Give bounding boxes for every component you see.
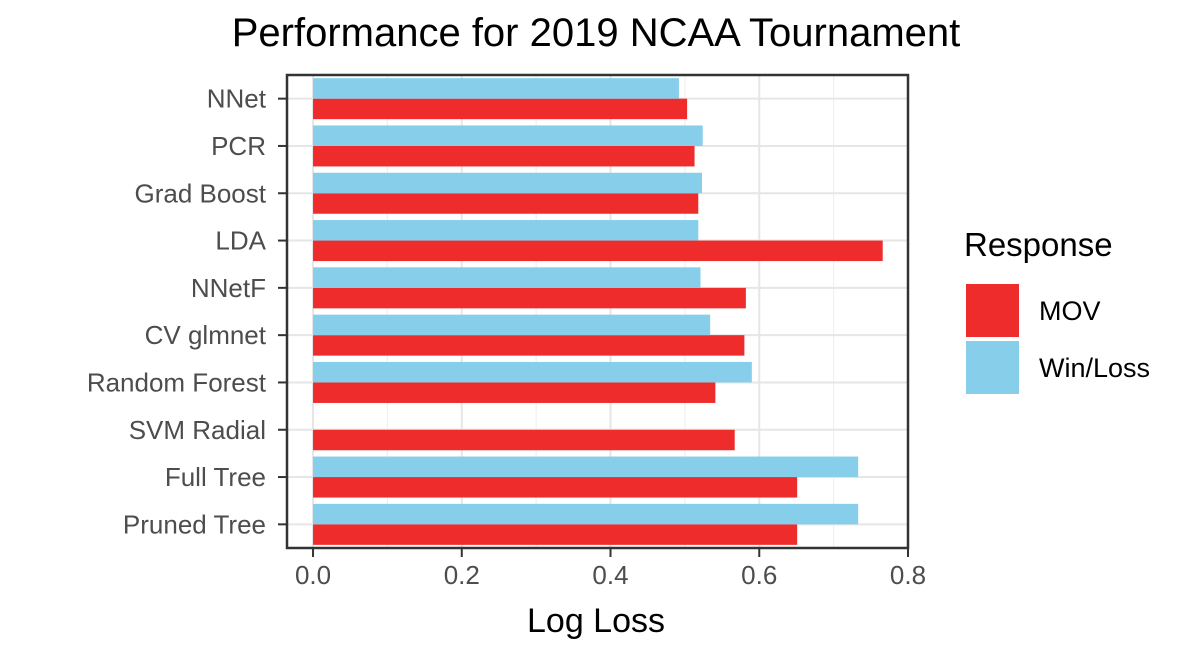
bar-mov — [313, 240, 883, 262]
bar-win-loss — [313, 172, 702, 194]
bars — [313, 78, 883, 545]
y-tick-label: CV glmnet — [145, 320, 267, 350]
x-tick-label: 0.4 — [592, 560, 628, 590]
x-tick-label: 0.2 — [444, 560, 480, 590]
legend-key-win-loss — [966, 341, 1019, 394]
legend-label: MOV — [1039, 296, 1101, 326]
legend-label: Win/Loss — [1039, 353, 1150, 383]
y-tick-label: SVM Radial — [129, 415, 266, 445]
x-tick-label: 0.0 — [295, 560, 331, 590]
chart-title: Performance for 2019 NCAA Tournament — [232, 11, 961, 55]
bar-mov — [313, 524, 798, 545]
bar-mov — [313, 287, 746, 309]
bar-win-loss — [313, 125, 703, 146]
y-tick-label: Pruned Tree — [123, 509, 266, 539]
bar-win-loss — [313, 456, 859, 478]
y-tick-label: PCR — [211, 131, 266, 161]
legend: Response MOV Win/Loss — [964, 226, 1150, 394]
bar-mov — [313, 477, 798, 498]
x-tick-label: 0.6 — [741, 560, 777, 590]
bar-win-loss — [313, 220, 699, 241]
bar-mov — [313, 382, 716, 403]
bar-mov — [313, 98, 688, 120]
bar-mov — [313, 429, 735, 451]
y-tick-label: Grad Boost — [134, 178, 266, 208]
legend-title: Response — [964, 226, 1113, 263]
bar-win-loss — [313, 314, 711, 336]
x-tick-label: 0.8 — [890, 560, 926, 590]
y-tick-label: NNetF — [191, 273, 266, 303]
bar-mov — [313, 335, 745, 356]
x-axis: 0.0 0.2 0.4 0.6 0.8 — [295, 548, 926, 590]
bar-win-loss — [313, 361, 752, 383]
bar-win-loss — [313, 503, 859, 525]
y-tick-label: Full Tree — [165, 462, 266, 492]
bar-win-loss — [313, 78, 679, 99]
bar-mov — [313, 193, 699, 214]
y-tick-label: NNet — [207, 84, 267, 114]
legend-key-mov — [966, 284, 1019, 337]
plot-panel-border — [285, 73, 910, 550]
bar-mov — [313, 145, 695, 167]
y-tick-label: Random Forest — [87, 367, 267, 397]
y-axis: NNet PCR Grad Boost LDA NNetF CV glmnet Random… — [87, 84, 287, 539]
x-axis-title: Log Loss — [527, 602, 665, 640]
bar-win-loss — [313, 267, 701, 288]
y-tick-label: LDA — [215, 226, 266, 256]
